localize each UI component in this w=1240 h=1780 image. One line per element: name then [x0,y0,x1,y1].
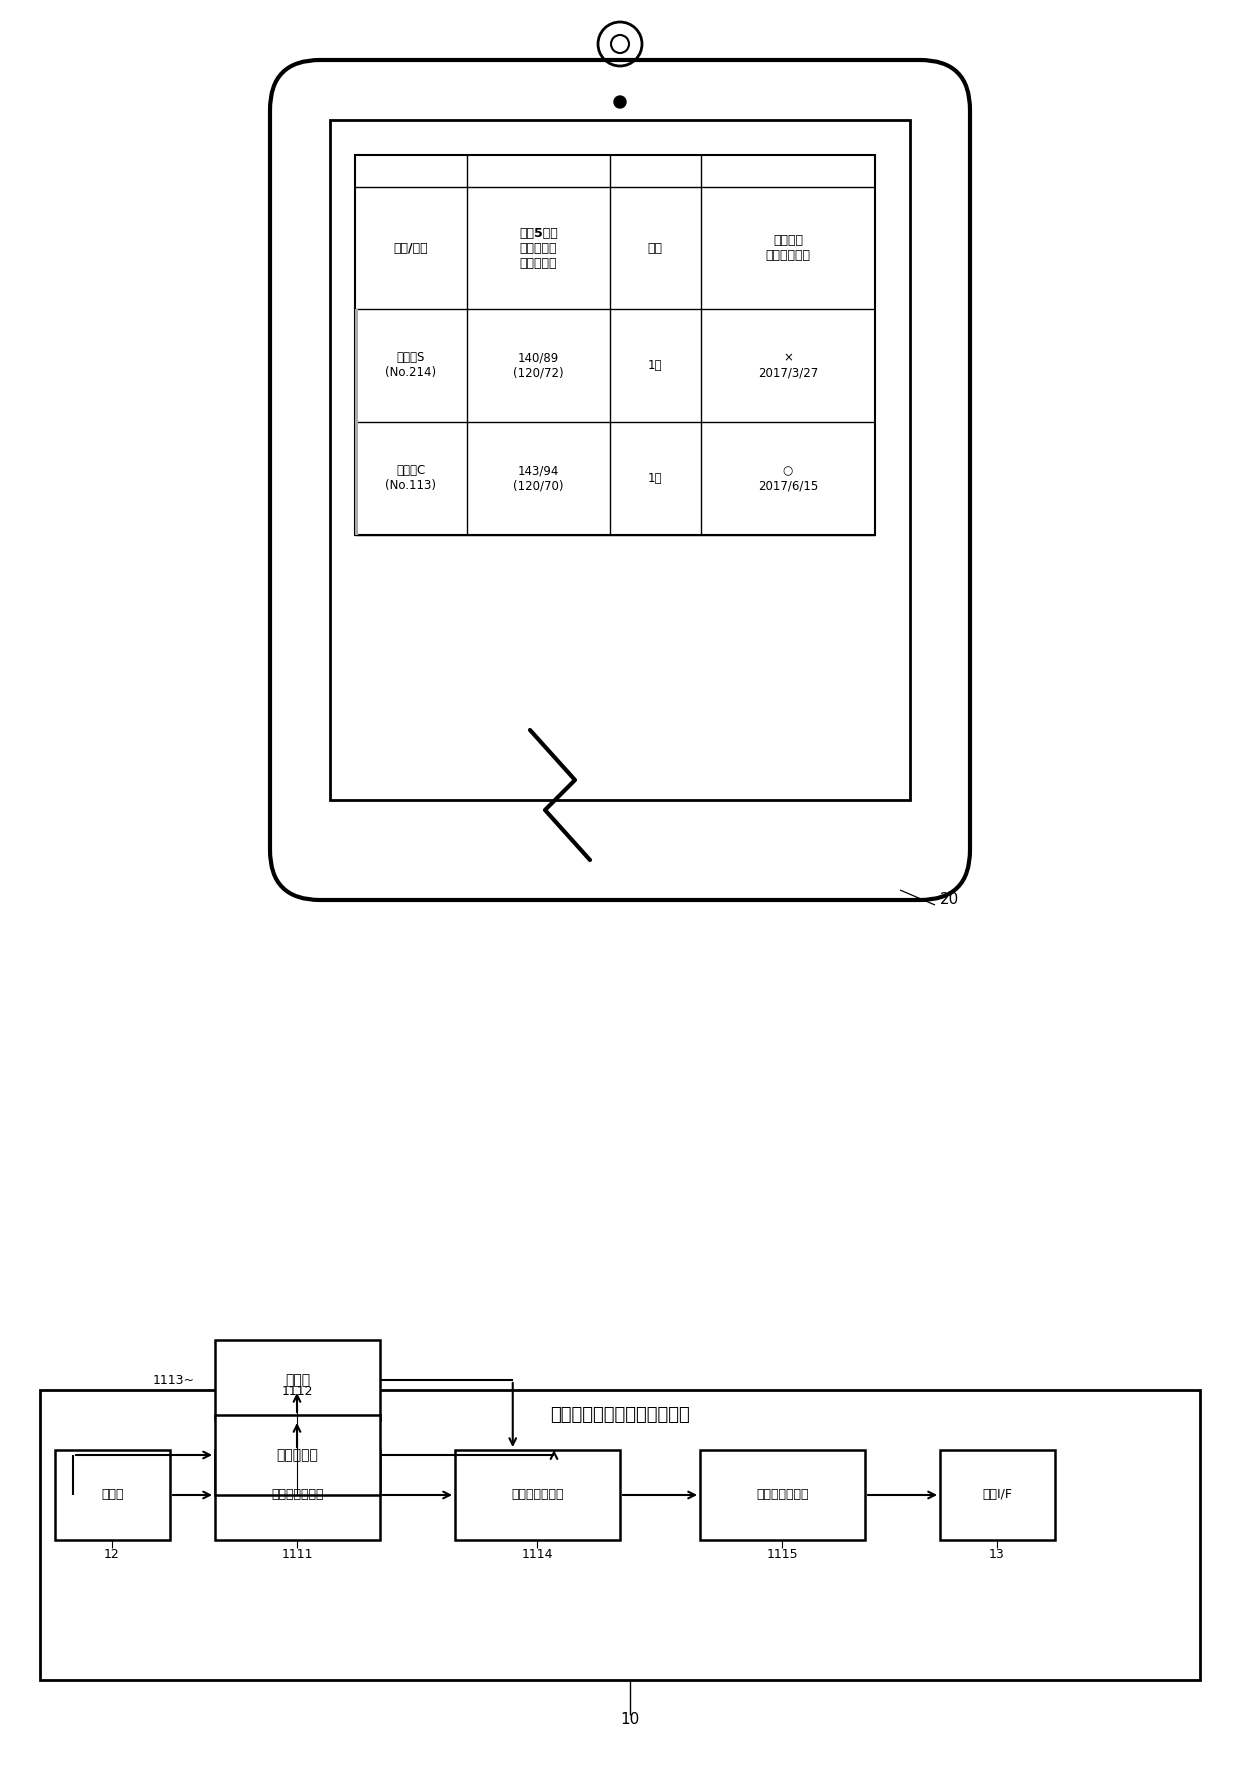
Text: ○
2017/6/15: ○ 2017/6/15 [758,465,818,493]
Text: 存储部: 存储部 [102,1488,124,1502]
Text: 药剂: 药剂 [647,242,663,255]
Text: 最近5日的
平均血压值
（目标值）: 最近5日的 平均血压值 （目标值） [518,226,558,269]
Text: 余量推定部: 余量推定部 [277,1447,319,1461]
Text: 名字/号码: 名字/号码 [393,242,428,255]
Text: 13: 13 [990,1549,1004,1561]
Text: 通信I/F: 通信I/F [982,1488,1013,1502]
Bar [355,422,358,536]
Text: ×
2017/3/27: × 2017/3/27 [758,351,818,379]
Text: 140/89
(120/72): 140/89 (120/72) [513,351,564,379]
Circle shape [614,96,626,109]
Text: 托尼・C
(No.113): 托尼・C (No.113) [386,465,436,493]
Bar [701,1451,866,1540]
Text: 1种: 1种 [649,360,662,372]
Bar [355,155,875,536]
FancyBboxPatch shape [270,61,970,901]
Text: 判断部: 判断部 [285,1372,310,1387]
Text: 显示数据输出部: 显示数据输出部 [756,1488,808,1502]
Text: 1113~: 1113~ [153,1374,195,1387]
Text: 10: 10 [620,1712,640,1728]
Bar [455,1451,620,1540]
Bar [40,1390,1200,1680]
Text: 12: 12 [104,1549,120,1561]
Text: 生物数据取得部: 生物数据取得部 [272,1488,324,1502]
Bar [55,1451,170,1540]
Bar [330,119,910,799]
Bar [215,1451,379,1540]
Bar [215,1340,379,1420]
Text: 剩余药量
（最终来院）: 剩余药量 （最终来院） [765,235,811,262]
Bar [215,1415,379,1495]
Text: 1111: 1111 [281,1549,312,1561]
Text: 显示数据生成部: 显示数据生成部 [511,1488,564,1502]
Text: 亚当・S
(No.214): 亚当・S (No.214) [386,351,436,379]
Bar [355,310,358,422]
Text: 1115: 1115 [766,1549,797,1561]
Text: 1种: 1种 [649,472,662,484]
Text: 143/94
(120/70): 143/94 (120/70) [513,465,563,493]
Text: 医疗相关者用显示画面服务器: 医疗相关者用显示画面服务器 [551,1406,689,1424]
Text: 1112: 1112 [281,1385,312,1397]
Bar [940,1451,1055,1540]
Text: 20: 20 [940,892,960,908]
Text: 1114: 1114 [521,1549,553,1561]
